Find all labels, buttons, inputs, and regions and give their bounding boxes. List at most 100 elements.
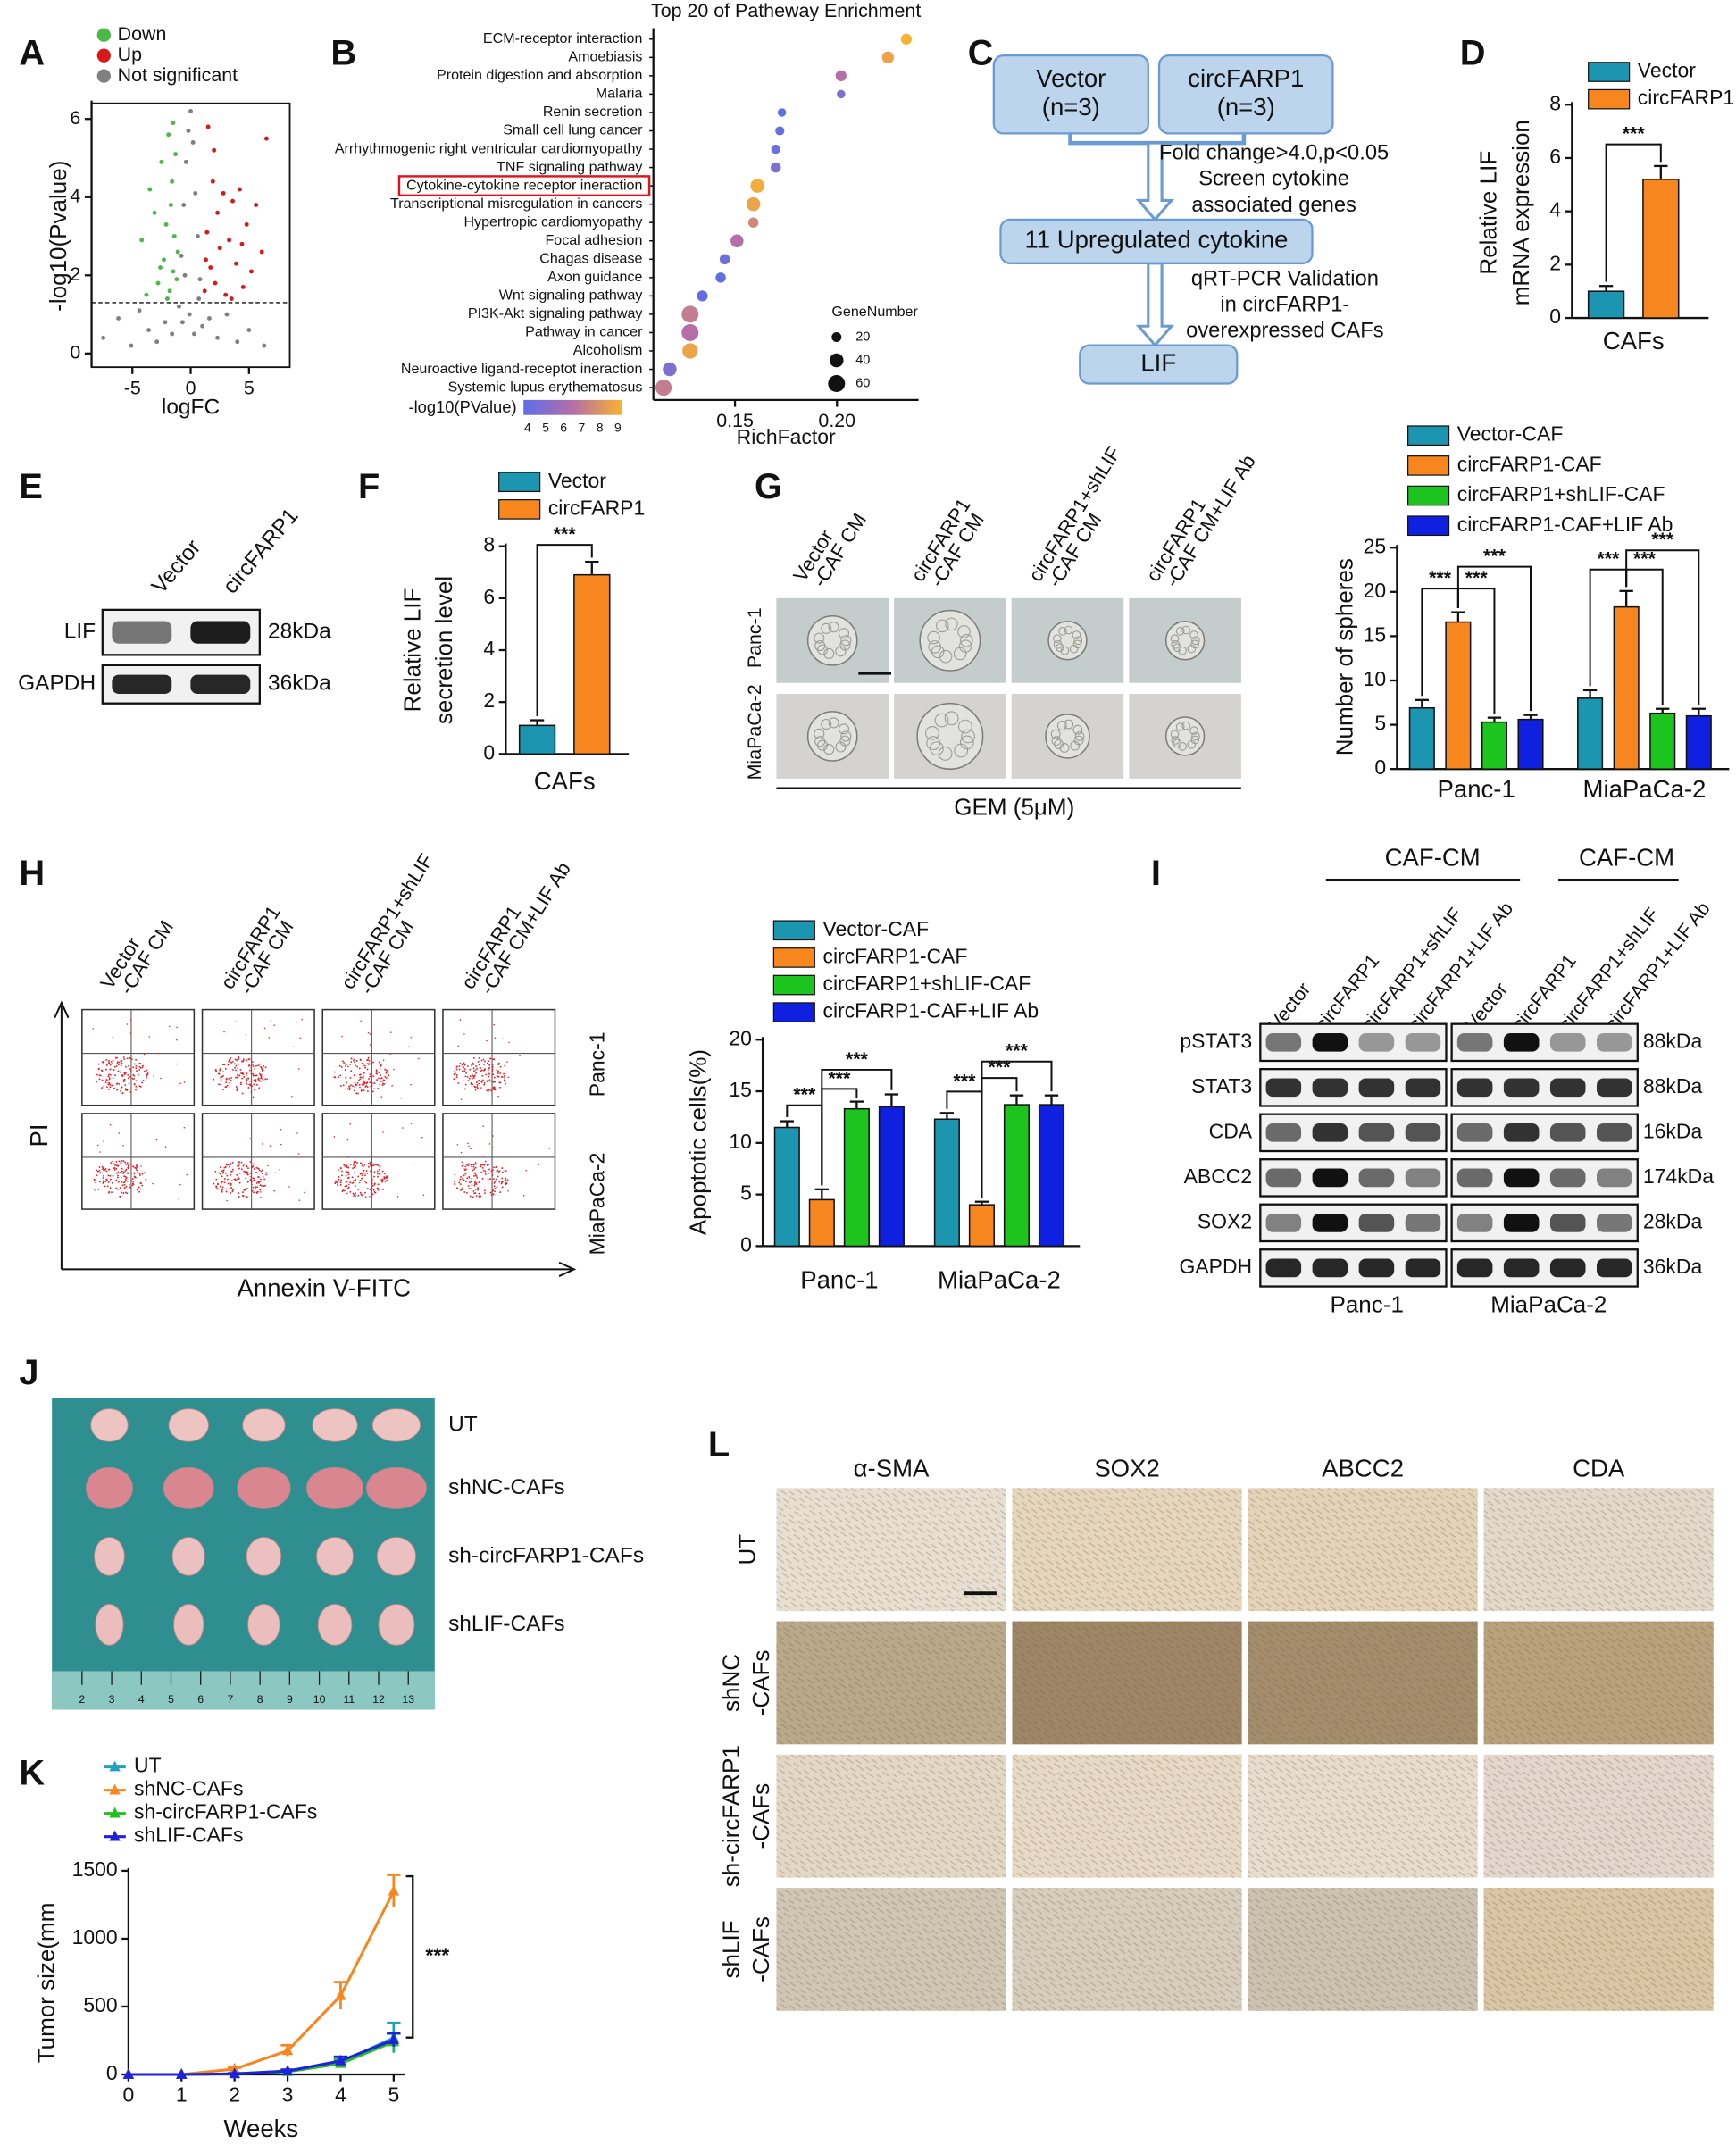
- event: [356, 1162, 359, 1164]
- event: [483, 1064, 485, 1065]
- x-tick-label: 5: [388, 2083, 399, 2107]
- event: [246, 1196, 248, 1198]
- event: [96, 1174, 98, 1177]
- event: [238, 1163, 241, 1165]
- protein-label: LIF: [64, 620, 96, 644]
- point: [192, 331, 196, 337]
- event: [102, 1180, 104, 1182]
- event: [350, 1061, 353, 1063]
- event: [103, 1174, 104, 1177]
- event: [131, 1077, 134, 1080]
- event: [124, 1178, 127, 1181]
- tumor: [171, 1536, 205, 1576]
- event: [236, 1059, 238, 1062]
- event: [333, 1136, 336, 1138]
- event: [383, 1173, 386, 1175]
- event: [369, 1033, 371, 1035]
- event: [344, 1185, 346, 1188]
- event: [121, 1092, 123, 1095]
- event: [484, 1060, 486, 1063]
- event: [338, 1180, 339, 1182]
- event: [365, 1170, 368, 1172]
- event: [412, 1046, 413, 1048]
- event: [490, 1089, 492, 1092]
- y-tick-label: 5: [1374, 712, 1386, 735]
- event: [123, 1183, 126, 1186]
- sphere-cell: [1074, 731, 1085, 741]
- event: [254, 1185, 256, 1188]
- marker: [229, 2067, 240, 2079]
- event: [121, 1074, 124, 1077]
- event: [223, 1181, 226, 1184]
- event: [257, 1175, 260, 1178]
- event: [463, 1068, 466, 1070]
- legend-marker: [109, 1807, 121, 1818]
- event: [238, 1058, 240, 1060]
- ruler-number: 12: [372, 1693, 385, 1706]
- event: [365, 1181, 368, 1184]
- event: [364, 1174, 366, 1177]
- event: [478, 1192, 480, 1195]
- event: [226, 1084, 229, 1087]
- ihc-texture: [776, 1754, 1006, 1878]
- panel-letter: J: [19, 1353, 38, 1392]
- event: [120, 1064, 122, 1067]
- event: [138, 1073, 139, 1076]
- event: [487, 1178, 489, 1181]
- point: [163, 320, 168, 325]
- blot-band: [1503, 1168, 1540, 1188]
- event: [349, 1164, 352, 1165]
- event: [250, 1072, 253, 1075]
- event: [346, 1065, 349, 1068]
- event: [273, 1189, 275, 1192]
- event: [118, 1160, 121, 1163]
- bubble: [900, 33, 913, 45]
- event: [483, 1083, 486, 1086]
- event: [230, 1163, 232, 1164]
- size-label: 36kDa: [268, 672, 331, 696]
- event: [288, 1186, 290, 1188]
- point: [193, 190, 198, 196]
- event: [224, 1067, 227, 1070]
- event: [153, 1075, 154, 1077]
- event: [504, 1169, 506, 1172]
- blot-band: [1405, 1168, 1441, 1188]
- legend-label: circFARP1-CAF: [1457, 452, 1602, 475]
- event: [468, 1163, 471, 1165]
- tumor: [366, 1466, 427, 1509]
- sphere-cell: [1053, 639, 1063, 649]
- event: [353, 1172, 355, 1174]
- size-label: 28kDa: [268, 620, 331, 644]
- event: [233, 1178, 236, 1181]
- sphere-cell: [1053, 634, 1062, 644]
- event: [123, 1187, 126, 1189]
- event: [478, 1196, 480, 1198]
- protein-label: ABCC2: [1184, 1164, 1253, 1188]
- sphere-cell: [959, 735, 974, 750]
- blot-band: [1312, 1258, 1348, 1278]
- event: [490, 1194, 493, 1196]
- event: [183, 1081, 186, 1083]
- event: [258, 1087, 261, 1089]
- tumor: [95, 1603, 124, 1646]
- category-label: ECM-receptor interaction: [483, 30, 643, 46]
- event: [488, 1071, 490, 1073]
- event: [368, 1059, 371, 1062]
- event: [484, 1170, 487, 1173]
- event: [369, 1189, 371, 1190]
- colorbar-tick-label: 9: [614, 421, 622, 435]
- event: [461, 1070, 463, 1072]
- event: [382, 1131, 384, 1133]
- event: [134, 1176, 137, 1179]
- event: [338, 1076, 340, 1079]
- header-label: CAF-CM: [1579, 843, 1674, 871]
- point: [210, 179, 215, 184]
- event: [503, 1075, 505, 1077]
- event: [503, 1072, 505, 1075]
- bubble: [655, 380, 672, 396]
- event: [231, 1168, 234, 1171]
- event: [130, 1058, 133, 1061]
- legend-label: circFARP1-CAF+LIF Ab: [1457, 513, 1673, 536]
- event: [499, 1072, 502, 1074]
- event: [109, 1174, 112, 1177]
